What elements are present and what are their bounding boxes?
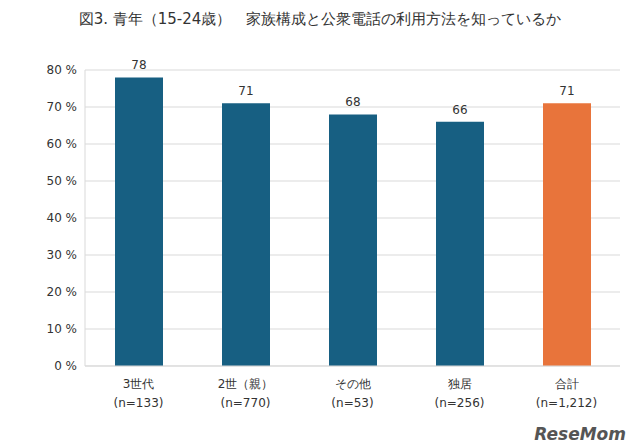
svg-text:0 %: 0 % [54, 359, 77, 373]
svg-text:30 %: 30 % [47, 248, 78, 262]
svg-text:独居: 独居 [448, 377, 472, 391]
svg-text:(n=133): (n=133) [114, 396, 164, 410]
svg-text:(n=770): (n=770) [221, 396, 271, 410]
html-text:図3. 青年（15-24歳） 家族構成と公衆電話の利用方法を: 図3. 青年（15-24歳） 家族構成と公衆電話の利用方法を知っているか [78, 10, 562, 28]
svg-text:60 %: 60 % [47, 137, 78, 151]
html-text:ReseMom: ReseMom [534, 424, 626, 444]
svg-text:78: 78 [131, 58, 146, 72]
svg-text:(n=1,212): (n=1,212) [536, 396, 597, 410]
svg-text:68: 68 [345, 95, 360, 109]
svg-text:66: 66 [452, 103, 467, 117]
svg-text:71: 71 [559, 84, 574, 98]
svg-text:(n=53): (n=53) [331, 396, 373, 410]
svg-text:その他: その他 [335, 377, 371, 391]
svg-text:70 %: 70 % [47, 100, 78, 114]
svg-text:3世代: 3世代 [123, 377, 155, 391]
svg-text:50 %: 50 % [47, 174, 78, 188]
svg-text:71: 71 [238, 84, 253, 98]
svg-text:10 %: 10 % [47, 322, 78, 336]
svg-text:80 %: 80 % [47, 63, 78, 77]
svg-text:40 %: 40 % [47, 211, 78, 225]
svg-text:20 %: 20 % [47, 285, 78, 299]
svg-text:2世（親）: 2世（親） [218, 377, 274, 391]
svg-text:合計: 合計 [555, 377, 579, 391]
svg-text:(n=256): (n=256) [435, 396, 485, 410]
